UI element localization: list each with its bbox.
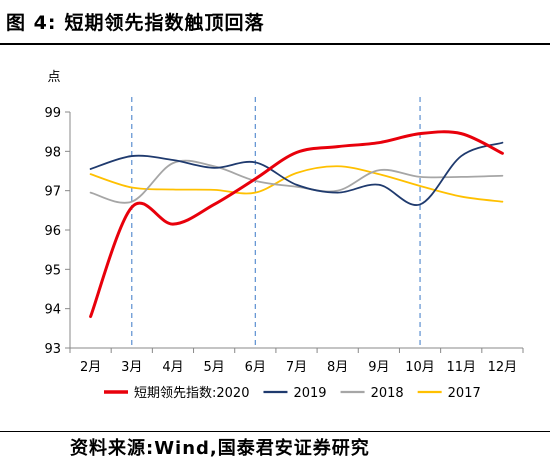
x-tick-label: 9月 xyxy=(368,360,389,375)
legend-label-2019: 2019 xyxy=(293,386,326,401)
series-line-2018 xyxy=(89,159,504,204)
series-line-2017 xyxy=(89,165,504,203)
y-tick-label: 99 xyxy=(44,106,61,121)
series-line-2020 xyxy=(89,130,504,319)
legend-label-2018: 2018 xyxy=(371,386,404,401)
x-tick-label: 8月 xyxy=(327,360,348,375)
x-tick-label: 10月 xyxy=(405,360,435,375)
y-tick-label: 96 xyxy=(44,224,61,239)
x-tick-label: 6月 xyxy=(245,360,266,375)
source-rule xyxy=(0,431,550,432)
figure-title-text: 短期领先指数触顶回落 xyxy=(64,12,265,34)
x-tick-label: 12月 xyxy=(488,360,518,375)
x-tick-label: 2月 xyxy=(80,360,101,375)
y-tick-label: 93 xyxy=(44,342,61,357)
y-tick-label: 97 xyxy=(44,185,61,200)
figure-label: 图 4: xyxy=(6,12,57,34)
x-tick-label: 5月 xyxy=(203,360,224,375)
x-tick-label: 3月 xyxy=(121,360,142,375)
y-axis-unit: 点 xyxy=(47,70,60,85)
legend-label-2017: 2017 xyxy=(448,386,481,401)
legend-label-2020: 短期领先指数:2020 xyxy=(134,386,249,401)
x-tick-label: 11月 xyxy=(446,360,476,375)
line-chart: 点 93 94 95 96 97 98 99 2月 3月 4月 5月 6月 7月 8月 9月 10月 11月 12月… xyxy=(44,70,524,401)
source-note: 资料来源:Wind,国泰君安证券研究 xyxy=(70,438,370,459)
figure-title: 图 4: 短期领先指数触顶回落 xyxy=(6,4,264,42)
title-rule xyxy=(0,43,550,45)
y-tick-label: 94 xyxy=(44,303,61,318)
x-tick-label: 7月 xyxy=(286,360,307,375)
series-line-2019 xyxy=(89,141,504,206)
x-tick-label: 4月 xyxy=(162,360,183,375)
y-tick-label: 95 xyxy=(44,263,61,278)
y-tick-label: 98 xyxy=(44,145,61,160)
